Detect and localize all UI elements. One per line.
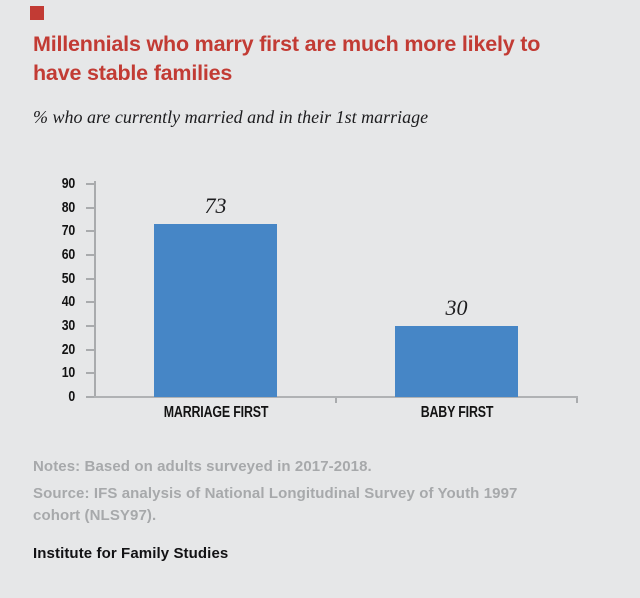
y-axis-tick — [86, 372, 94, 375]
source-text-line-1: Source: IFS analysis of National Longitu… — [33, 485, 518, 502]
notes-text: Notes: Based on adults surveyed in 2017-… — [33, 458, 372, 475]
y-axis-tick — [86, 230, 94, 233]
y-axis-line — [94, 181, 96, 398]
bar-baby-first — [395, 326, 518, 397]
brand-square-logo — [30, 6, 44, 20]
chart-title-line-2: have stable families — [33, 61, 233, 85]
bar-value-label: 73 — [204, 193, 227, 219]
x-axis-category-label: MARRIAGE FIRST — [163, 404, 268, 421]
y-axis-tick — [86, 325, 94, 327]
source-text: Source: IFS analysis of National Longitu… — [33, 483, 593, 526]
chart-subtitle: % who are currently married and in their… — [33, 107, 429, 127]
y-axis-tick-label: 0 — [68, 388, 75, 405]
chart-title-line-1: Millennials who marry first are much mor… — [33, 32, 541, 56]
y-axis-tick-label: 50 — [61, 269, 75, 287]
y-axis-tick — [86, 277, 94, 280]
y-axis-tick — [86, 206, 94, 209]
y-axis-tick-label: 40 — [61, 293, 75, 311]
source-text-line-2: cohort (NLSY97). — [33, 506, 157, 524]
y-axis-tick-label: 60 — [61, 246, 75, 263]
y-axis-tick-label: 10 — [61, 364, 75, 382]
x-axis-tick — [576, 398, 578, 403]
bar-marriage-first — [154, 224, 277, 397]
y-axis-tick — [86, 396, 94, 398]
y-axis-tick — [86, 254, 94, 256]
y-axis-tick — [86, 183, 94, 185]
x-axis-category-label: BABY FIRST — [420, 404, 493, 421]
y-axis-tick-label: 80 — [61, 198, 75, 216]
x-axis-line — [94, 396, 578, 398]
y-axis-tick-label: 90 — [61, 175, 75, 192]
y-axis-tick — [86, 301, 94, 304]
y-axis-tick-label: 70 — [61, 222, 75, 240]
bar-value-label: 30 — [445, 295, 468, 320]
y-axis-tick-label: 30 — [61, 317, 75, 334]
x-axis-tick — [335, 398, 337, 403]
y-axis-tick-label: 20 — [61, 340, 75, 358]
footer-brand: Institute for Family Studies — [33, 545, 229, 562]
chart-title: Millennials who marry first are much mor… — [33, 30, 608, 88]
y-axis-tick — [86, 348, 94, 351]
